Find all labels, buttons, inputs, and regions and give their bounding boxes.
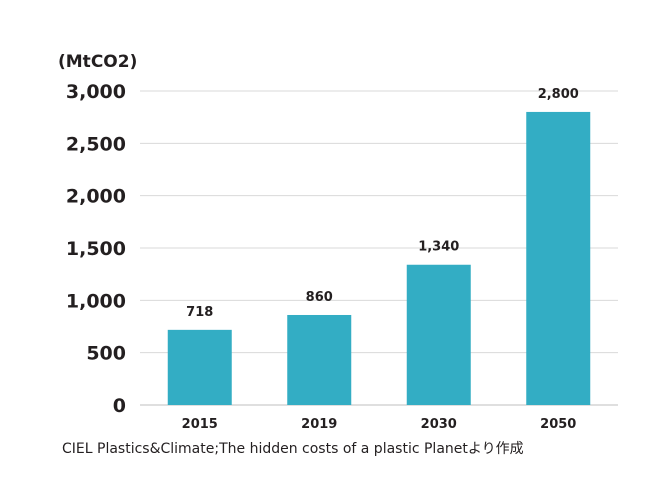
x-tick-label-2030: 2030 (421, 417, 457, 432)
x-tick-label-2015: 2015 (182, 417, 218, 432)
data-label-2015: 718 (186, 305, 213, 320)
y-axis-unit-label: (MtCO2) (58, 52, 137, 72)
bar-2050 (526, 111, 591, 405)
y-tick-label: 2,500 (66, 133, 126, 155)
x-tick-label-2019: 2019 (301, 417, 337, 432)
x-axis-ticks: 2015 2019 2030 2050 (182, 417, 577, 432)
data-labels: 718 860 1,340 2,800 (186, 87, 579, 320)
data-label-2019: 860 (306, 290, 333, 305)
x-tick-label-2050: 2050 (540, 417, 576, 432)
y-tick-label: 1,500 (66, 238, 126, 260)
bar-2030 (406, 264, 471, 405)
bar-2015 (167, 329, 232, 405)
y-axis-ticks: 0 500 1,000 1,500 2,000 2,500 3,000 (66, 81, 126, 417)
y-tick-label: 1,000 (66, 290, 126, 312)
data-label-2050: 2,800 (538, 87, 579, 102)
y-tick-label: 0 (113, 395, 126, 417)
source-note: CIEL Plastics&Climate;The hidden costs o… (62, 441, 524, 457)
y-tick-label: 3,000 (66, 81, 126, 103)
bars (167, 111, 591, 405)
data-label-2030: 1,340 (418, 240, 459, 255)
y-tick-label: 2,000 (66, 186, 126, 208)
bar-2019 (287, 314, 352, 405)
y-tick-label: 500 (86, 343, 126, 365)
